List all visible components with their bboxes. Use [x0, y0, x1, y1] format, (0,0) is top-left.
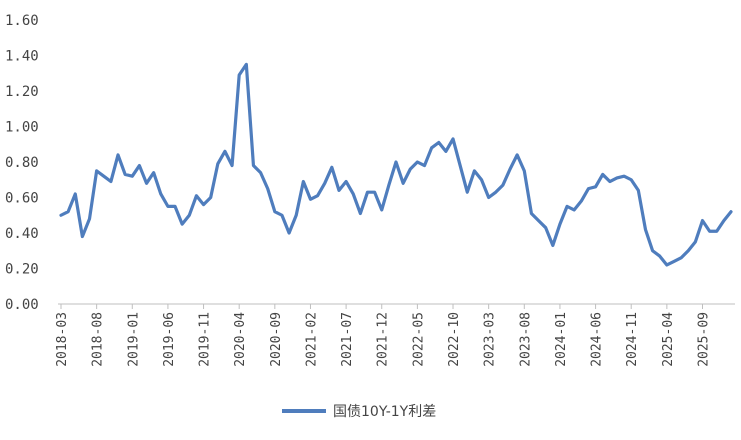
y-tick-label: 0.60: [5, 191, 39, 207]
legend-label: 国债10Y-1Y利差: [333, 404, 436, 420]
x-tick-label: 2021-02: [304, 312, 319, 367]
y-axis: 0.00 0.20 0.40 0.60 0.80 1.00 1.20 1.40 1.60: [5, 13, 39, 313]
legend: 国债10Y-1Y利差: [282, 404, 436, 420]
x-tick-label: 2019-11: [198, 312, 213, 367]
x-tick-label: 2021-07: [340, 312, 355, 367]
x-tick-label: 2019-01: [126, 312, 141, 367]
x-tick-label: 2025-04: [661, 312, 676, 367]
y-tick-label: 0.00: [5, 297, 39, 313]
x-tick-label: 2025-09: [696, 312, 711, 367]
x-tick-label: 2021-12: [376, 312, 391, 367]
x-tick-label: 2024-11: [625, 312, 640, 367]
x-axis: 2018-03 2018-08 2019-01 2019-06 2019-11 2020-…: [55, 303, 735, 367]
x-tick-label: 2024-01: [554, 312, 569, 367]
x-tick-label: 2020-09: [269, 312, 284, 367]
y-tick-label: 0.80: [5, 155, 39, 171]
series-line: [59, 62, 733, 267]
x-tick-label: 2024-06: [590, 312, 605, 367]
x-tick-label: 2023-08: [518, 312, 533, 367]
x-tick-label: 2022-05: [411, 312, 426, 367]
y-tick-label: 1.00: [5, 120, 39, 136]
x-tick-label: 2018-08: [91, 312, 106, 367]
y-tick-label: 0.20: [5, 262, 39, 278]
x-tick-label: 2020-04: [233, 312, 248, 367]
y-tick-label: 1.40: [5, 49, 39, 65]
y-tick-label: 1.20: [5, 84, 39, 100]
y-tick-label: 1.60: [5, 13, 39, 29]
x-tick-label: 2023-03: [483, 312, 498, 367]
x-tick-label: 2019-06: [162, 312, 177, 367]
plot-area: [59, 62, 733, 267]
x-tick-label: 2022-10: [447, 312, 462, 367]
x-tick-label: 2018-03: [55, 312, 70, 367]
y-tick-label: 0.40: [5, 226, 39, 242]
